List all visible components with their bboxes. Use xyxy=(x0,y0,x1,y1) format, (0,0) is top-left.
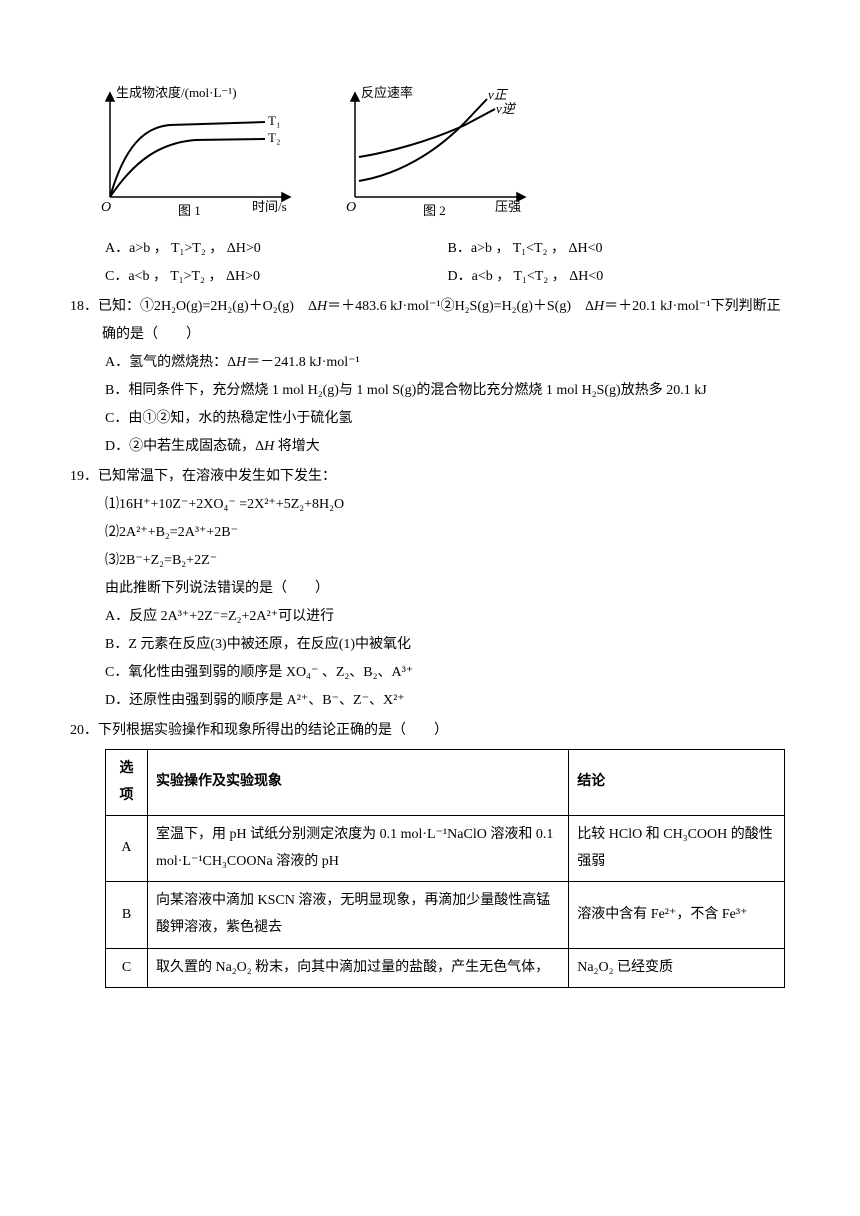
table-row: B 向某溶液中滴加 KSCN 溶液，无明显现象，再滴加少量酸性高锰酸钾溶液，紫色… xyxy=(106,882,785,948)
italic-h: H xyxy=(594,299,604,314)
q18-a1: A．氢气的燃烧热：Δ xyxy=(105,355,236,370)
fig2-caption: 图 2 xyxy=(423,203,446,218)
q19-r2: ⑵2A²⁺+B₂=2A³⁺+2B⁻ xyxy=(105,519,790,547)
q18-option-a: A．氢气的燃烧热：ΔH＝－241.8 kJ·mol⁻¹ xyxy=(105,349,790,377)
q18-a2: ＝－241.8 kJ·mol⁻¹ xyxy=(246,355,359,370)
q19-r3: ⑶2B⁻+Z₂=B₂+2Z⁻ xyxy=(105,547,790,575)
q19-option-d: D．还原性由强到弱的顺序是 A²⁺、B⁻、Z⁻、X²⁺ xyxy=(105,687,790,715)
italic-h: H xyxy=(317,299,327,314)
cell-con: 溶液中含有 Fe²⁺，不含 Fe³⁺ xyxy=(569,882,785,948)
q18-d2: 将增大 xyxy=(274,439,320,454)
table-row: C 取久置的 Na₂O₂ 粉末，向其中滴加过量的盐酸，产生无色气体， Na₂O₂… xyxy=(106,948,785,988)
q20-stem: 20．下列根据实验操作和现象所得出的结论正确的是（ ） xyxy=(70,717,790,745)
table-row: A 室温下，用 pH 试纸分别测定浓度为 0.1 mol·L⁻¹NaClO 溶液… xyxy=(106,816,785,882)
q19-tail: 由此推断下列说法错误的是（ ） xyxy=(105,575,790,603)
th-operation: 实验操作及实验现象 xyxy=(147,750,568,816)
fig2-vreverse: v逆 xyxy=(496,101,517,116)
figure-2: 反应速率 v正 v逆 O 图 2 压强 xyxy=(335,85,535,220)
q20-table: 选项 实验操作及实验现象 结论 A 室温下，用 pH 试纸分别测定浓度为 0.1… xyxy=(105,749,785,988)
figure-1-svg: 生成物浓度/(mol·L⁻¹) T₁ T₂ O 图 1 时间/s xyxy=(90,85,300,220)
cell-op: 室温下，用 pH 试纸分别测定浓度为 0.1 mol·L⁻¹NaClO 溶液和 … xyxy=(147,816,568,882)
fig2-origin: O xyxy=(346,200,356,215)
th-option: 选项 xyxy=(106,750,148,816)
fig1-caption: 图 1 xyxy=(178,203,201,218)
q17-options-row2: C．a<b ， T₁>T₂ ， ΔH>0 D．a<b ， T₁<T₂ ， ΔH<… xyxy=(105,263,790,291)
q17-option-c: C．a<b ， T₁>T₂ ， ΔH>0 xyxy=(105,263,448,291)
q17-option-b: B．a>b ， T₁<T₂ ， ΔH<0 xyxy=(448,235,791,263)
q18-option-b: B．相同条件下，充分燃烧 1 mol H₂(g)与 1 mol S(g)的混合物… xyxy=(105,377,790,405)
fig2-xlabel: 压强 xyxy=(495,199,521,214)
q18-option-d: D．②中若生成固态硫，ΔH 将增大 xyxy=(105,433,790,461)
cell-op: 取久置的 Na₂O₂ 粉末，向其中滴加过量的盐酸，产生无色气体， xyxy=(147,948,568,988)
q17-option-a: A．a>b ， T₁>T₂ ， ΔH>0 xyxy=(105,235,448,263)
figure-1: 生成物浓度/(mol·L⁻¹) T₁ T₂ O 图 1 时间/s xyxy=(90,85,300,220)
q17-option-d: D．a<b ， T₁<T₂ ， ΔH<0 xyxy=(448,263,791,291)
q17-options-row1: A．a>b ， T₁>T₂ ， ΔH>0 B．a>b ， T₁<T₂ ， ΔH<… xyxy=(105,235,790,263)
fig1-origin: O xyxy=(101,200,111,215)
q19-r1: ⑴16H⁺+10Z⁻+2XO₄⁻ =2X²⁺+5Z₂+8H₂O xyxy=(105,491,790,519)
q18-stem-1: 18．已知：①2H₂O(g)=2H₂(g)＋O₂(g) Δ xyxy=(70,299,317,314)
italic-h: H xyxy=(236,355,246,370)
q19-option-c: C．氧化性由强到弱的顺序是 XO₄⁻ 、Z₂、B₂、A³⁺ xyxy=(105,659,790,687)
fig1-ylabel: 生成物浓度/(mol·L⁻¹) xyxy=(116,85,237,100)
figure-2-svg: 反应速率 v正 v逆 O 图 2 压强 xyxy=(335,85,535,220)
fig1-t1: T₁ xyxy=(268,113,280,128)
q18: 18．已知：①2H₂O(g)=2H₂(g)＋O₂(g) ΔH＝＋483.6 kJ… xyxy=(70,293,790,349)
q19-stem: 19．已知常温下，在溶液中发生如下发生： xyxy=(70,463,790,491)
fig2-vforward: v正 xyxy=(488,87,509,102)
q18-stem-2: ＝＋483.6 kJ·mol⁻¹②H₂S(g)=H₂(g)＋S(g) Δ xyxy=(327,299,594,314)
table-header-row: 选项 实验操作及实验现象 结论 xyxy=(106,750,785,816)
fig2-ylabel: 反应速率 xyxy=(361,85,413,100)
cell-con: Na₂O₂ 已经变质 xyxy=(569,948,785,988)
fig1-xlabel: 时间/s xyxy=(252,199,287,214)
q18-d1: D．②中若生成固态硫，Δ xyxy=(105,439,264,454)
q19-option-a: A．反应 2A³⁺+2Z⁻=Z₂+2A²⁺可以进行 xyxy=(105,603,790,631)
fig1-t2: T₂ xyxy=(268,130,280,145)
cell-con: 比较 HClO 和 CH₃COOH 的酸性强弱 xyxy=(569,816,785,882)
th-conclusion: 结论 xyxy=(569,750,785,816)
cell-op: 向某溶液中滴加 KSCN 溶液，无明显现象，再滴加少量酸性高锰酸钾溶液，紫色褪去 xyxy=(147,882,568,948)
figures-row: 生成物浓度/(mol·L⁻¹) T₁ T₂ O 图 1 时间/s 反应速率 v正… xyxy=(90,85,790,220)
q18-option-c: C．由①②知，水的热稳定性小于硫化氢 xyxy=(105,405,790,433)
cell-opt: A xyxy=(106,816,148,882)
q19-option-b: B．Z 元素在反应(3)中被还原，在反应(1)中被氧化 xyxy=(105,631,790,659)
cell-opt: B xyxy=(106,882,148,948)
italic-h: H xyxy=(264,439,274,454)
cell-opt: C xyxy=(106,948,148,988)
